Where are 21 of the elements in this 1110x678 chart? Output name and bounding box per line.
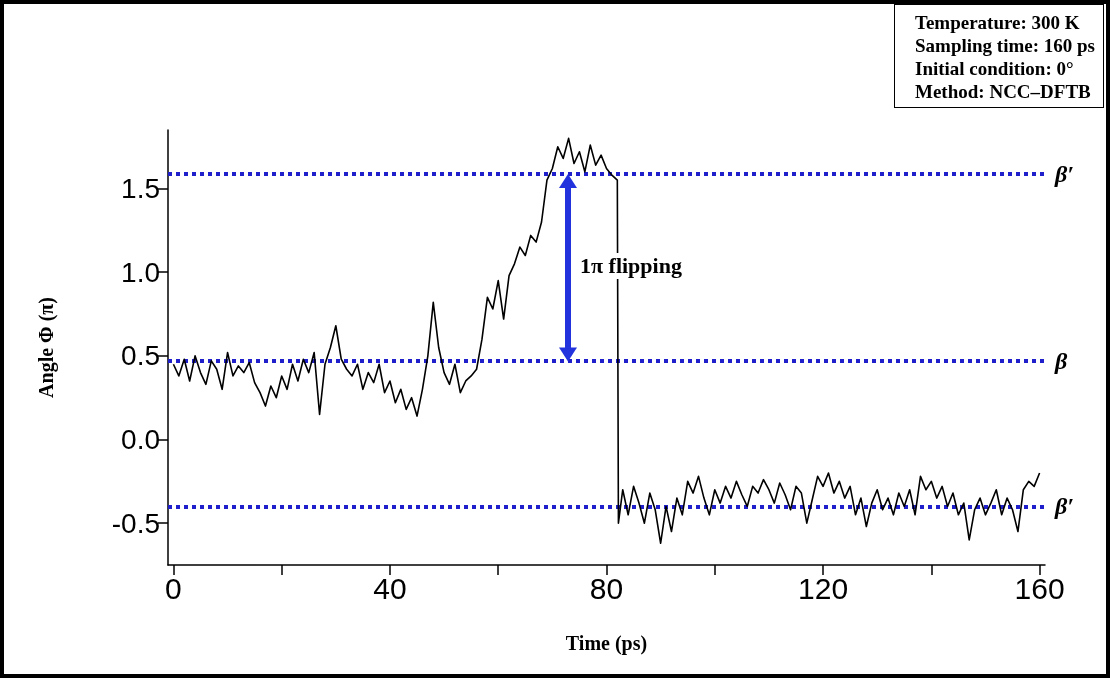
text: Initial condition: 0° — [915, 57, 1075, 80]
ref-line-label: β′ — [1054, 493, 1075, 520]
y-tick-label: 0.0 — [121, 424, 160, 456]
text: Temperature: 300 K — [915, 11, 1081, 34]
x-tick-label: 0 — [165, 571, 182, 605]
text: Method: NCC–DFTB — [915, 80, 1092, 103]
y-tick-label: 0.5 — [121, 340, 160, 372]
text: Sampling time: 160 ps — [915, 34, 1095, 57]
annotation: 1π flipping — [580, 253, 682, 280]
x-tick-label: 120 — [798, 571, 849, 605]
ref-line-label: β′ — [1054, 160, 1075, 187]
line-series — [172, 137, 1041, 545]
y-axis-title: Angle Φ (π) — [35, 297, 58, 398]
ref-line-label: β — [1054, 347, 1068, 374]
x-axis-title: Time (ps) — [565, 632, 648, 655]
x-tick-label: 40 — [373, 571, 407, 605]
x-tick-label: 80 — [589, 571, 624, 605]
y-tick-label: 1.5 — [121, 173, 160, 205]
y-tick-label: -0.5 — [111, 507, 160, 539]
x-tick-label: 160 — [1014, 571, 1065, 605]
y-tick-label: 1.0 — [121, 256, 160, 288]
